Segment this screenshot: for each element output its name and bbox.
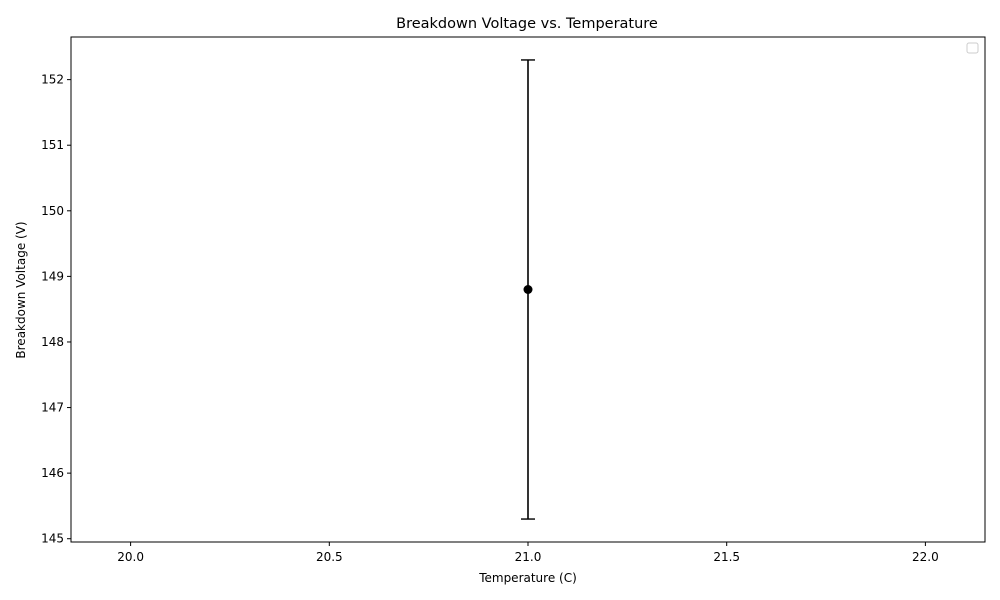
data-series (521, 59, 535, 520)
legend-box (966, 42, 979, 54)
x-tick-label: 21.0 (515, 550, 542, 564)
y-tick-label: 149 (41, 269, 64, 283)
y-axis-ticks: 145 146 147 148 149 150 151 152 (41, 73, 71, 546)
y-tick-label: 150 (41, 204, 64, 218)
y-tick-label: 146 (41, 466, 64, 480)
x-tick-label: 22.0 (912, 550, 939, 564)
y-tick-label: 152 (41, 73, 64, 87)
y-tick-label: 151 (41, 138, 64, 152)
y-axis-label: Breakdown Voltage (V) (14, 221, 28, 358)
x-tick-label: 20.0 (117, 550, 144, 564)
chart-title: Breakdown Voltage vs. Temperature (396, 16, 658, 32)
x-tick-label: 20.5 (316, 550, 343, 564)
data-point (523, 285, 533, 294)
y-tick-label: 148 (41, 335, 64, 349)
y-tick-label: 145 (41, 532, 64, 546)
x-tick-label: 21.5 (713, 550, 740, 564)
x-axis-label: Temperature (C) (478, 571, 577, 585)
y-tick-label: 147 (41, 401, 64, 415)
x-axis-ticks: 20.0 20.5 21.0 21.5 22.0 (117, 542, 939, 564)
